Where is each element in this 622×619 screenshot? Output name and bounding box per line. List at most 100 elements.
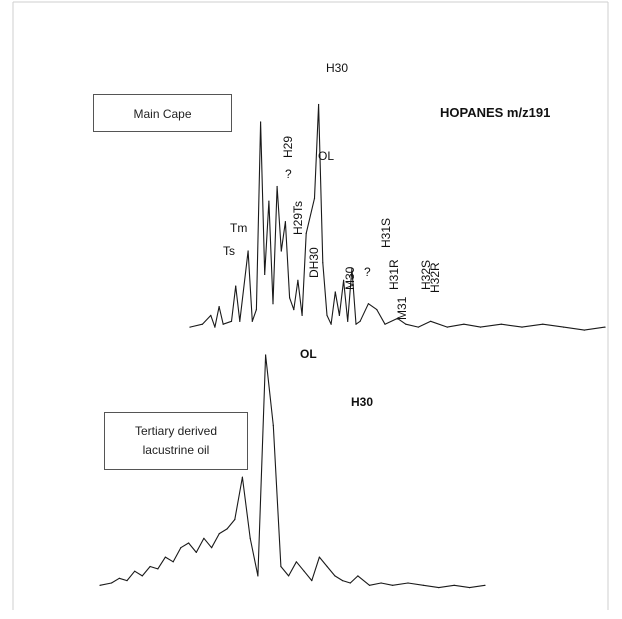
peak-label: H32S xyxy=(419,260,433,290)
peak-label: H31R xyxy=(387,259,401,290)
trace-point xyxy=(604,326,606,328)
trace-point xyxy=(235,285,237,287)
trace-point xyxy=(405,323,407,325)
trace-point xyxy=(118,577,120,579)
trace-point xyxy=(438,587,440,589)
peak-label: ? xyxy=(285,167,292,181)
trace-point xyxy=(446,326,448,328)
trace-point xyxy=(255,309,257,311)
peak-label: DH30 xyxy=(307,247,321,278)
trace-point xyxy=(284,221,286,223)
trace-point xyxy=(257,575,259,577)
trace-point xyxy=(392,584,394,586)
main-cape-trace xyxy=(189,103,606,331)
trace-point xyxy=(376,309,378,311)
trace-point xyxy=(134,570,136,572)
trace-point xyxy=(280,250,282,252)
trace-point xyxy=(349,582,351,584)
trace-point xyxy=(334,291,336,293)
main-cape-label: Main Cape xyxy=(93,94,232,132)
peak-label: OL xyxy=(300,347,317,361)
trace-point xyxy=(334,575,336,577)
trace-point xyxy=(301,314,303,316)
trace-point xyxy=(268,200,270,202)
trace-point xyxy=(222,323,224,325)
trace-point xyxy=(126,580,128,582)
trace-point xyxy=(149,565,151,568)
trace-point xyxy=(342,580,344,582)
trace-point xyxy=(469,587,471,589)
trace-point xyxy=(318,103,320,106)
trace-point xyxy=(479,326,482,328)
tertiary-oil-label: Tertiary derived lacustrine oil xyxy=(104,412,248,470)
trace-point xyxy=(295,561,297,563)
trace-point xyxy=(297,279,299,281)
trace-point xyxy=(272,303,274,305)
trace-point xyxy=(313,197,316,199)
trace-point xyxy=(583,329,585,331)
trace-point xyxy=(226,528,228,530)
trace-point xyxy=(189,326,191,328)
trace-point xyxy=(99,584,101,586)
tertiary-label-line2: lacustrine oil xyxy=(142,443,210,457)
peak-label: H31S xyxy=(379,218,393,248)
trace-point xyxy=(484,584,486,586)
trace-point xyxy=(380,582,382,584)
peak-label: H29Ts xyxy=(291,201,305,235)
trace-point xyxy=(264,273,266,275)
tertiary-oil-trace xyxy=(99,354,486,589)
trace-point xyxy=(265,354,267,356)
peak-label: H32R xyxy=(428,262,442,293)
peak-label: OL xyxy=(318,149,334,163)
trace-point xyxy=(453,584,455,586)
peak-label: ? xyxy=(364,265,371,279)
trace-point xyxy=(326,314,328,316)
trace-point xyxy=(234,518,236,521)
trace-point xyxy=(230,320,233,322)
trace-point xyxy=(218,306,220,308)
trace-point xyxy=(562,326,565,328)
tertiary-label-line1: Tertiary derived xyxy=(134,424,218,438)
peak-label: H29 xyxy=(281,136,295,158)
trace-point xyxy=(288,575,290,577)
trace-point xyxy=(305,232,307,234)
trace-point xyxy=(330,323,332,325)
trace-point xyxy=(355,323,357,325)
trace-point xyxy=(164,556,166,558)
trace-point xyxy=(407,582,409,584)
trace-point xyxy=(359,320,361,322)
peak-label: Tm xyxy=(230,221,247,235)
trace-point xyxy=(247,250,249,252)
trace-point xyxy=(351,267,353,270)
trace-point xyxy=(343,279,345,281)
peak-label: M30 xyxy=(343,266,357,290)
trace-point xyxy=(172,561,174,563)
chart-heading: HOPANES m/z191 xyxy=(440,105,551,120)
trace-point xyxy=(211,547,213,549)
trace-point xyxy=(218,533,220,535)
trace-point xyxy=(241,476,243,478)
trace-point xyxy=(188,542,190,544)
trace-point xyxy=(384,323,386,325)
trace-point xyxy=(260,121,262,123)
trace-point xyxy=(157,568,159,570)
peak-label: Ts xyxy=(223,244,235,258)
trace-point xyxy=(180,547,182,549)
trace-point xyxy=(311,580,313,582)
peak-label: H30 xyxy=(326,61,348,75)
trace-point xyxy=(276,185,278,188)
trace-point xyxy=(338,314,340,316)
trace-point xyxy=(201,323,203,325)
trace-point xyxy=(521,326,523,328)
trace-point xyxy=(195,551,197,554)
trace-point xyxy=(293,309,295,311)
trace-point xyxy=(430,320,432,322)
peak-label: H30 xyxy=(351,395,373,409)
trace-point xyxy=(318,556,320,558)
trace-point xyxy=(110,582,113,584)
trace-point xyxy=(289,297,291,299)
trace-point xyxy=(303,570,305,572)
trace-point xyxy=(396,317,399,319)
